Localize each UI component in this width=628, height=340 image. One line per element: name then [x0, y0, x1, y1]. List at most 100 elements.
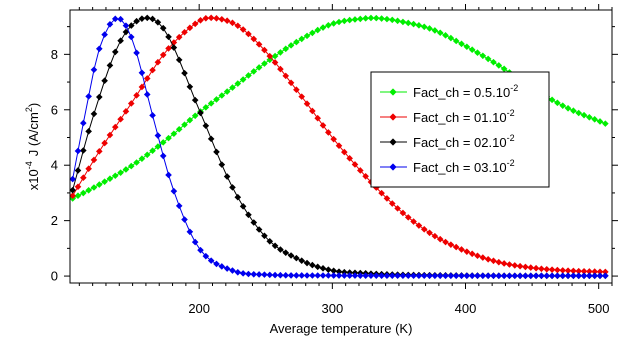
series-3-point-91 [554, 272, 561, 280]
series-1-point-68 [431, 232, 439, 240]
series-0-point-37 [266, 56, 274, 64]
series-layer [69, 14, 609, 280]
series-2-point-25 [202, 122, 210, 130]
series-0-point-20 [175, 125, 183, 133]
series-0-point-10 [122, 166, 130, 173]
series-1-point-37 [266, 52, 274, 60]
series-2-point-46 [314, 263, 321, 271]
series-0-point-49 [330, 20, 337, 27]
series-2-point-9 [117, 37, 124, 45]
series-0-point-93 [564, 104, 572, 112]
series-0-point-29 [223, 88, 231, 95]
series-3-point-77 [479, 272, 487, 280]
series-0-point-44 [303, 32, 311, 40]
series-2-point-5 [95, 93, 103, 101]
series-0-point-78 [484, 55, 492, 63]
series-2-point-27 [213, 148, 220, 156]
y-axis-title-main: J (A/cm [26, 112, 41, 156]
series-1-point-86 [527, 264, 535, 271]
series-3-point-12 [133, 49, 140, 57]
series-1-point-2 [80, 174, 87, 182]
series-2-point-7 [106, 62, 114, 69]
series-1-point-35 [255, 41, 263, 48]
series-0-point-98 [591, 116, 598, 123]
series-0-point-47 [319, 24, 327, 31]
series-0-point-74 [463, 43, 471, 51]
series-3-point-68 [431, 272, 439, 280]
series-0-point-92 [559, 102, 567, 109]
series-1-point-94 [570, 267, 577, 275]
series-3-point-86 [527, 272, 535, 280]
series-0-point-52 [346, 16, 353, 24]
legend-label-0: Fact_ch = 0.5.10-2 [413, 83, 518, 100]
series-1-point-19 [170, 39, 178, 46]
series-3-point-13 [138, 69, 146, 77]
series-3-point-8 [111, 15, 119, 23]
series-3-point-47 [319, 272, 327, 279]
series-3-point-78 [484, 272, 492, 280]
series-0-point-66 [420, 23, 428, 31]
series-3-point-39 [277, 271, 284, 279]
series-1-point-34 [250, 35, 258, 43]
series-1-point-60 [388, 200, 396, 207]
series-2-point-35 [255, 226, 263, 233]
series-2-point-17 [159, 24, 167, 32]
series-0-point-43 [298, 35, 306, 43]
series-3-point-22 [186, 228, 194, 236]
series-0-point-40 [282, 45, 290, 53]
series-0-point-4 [90, 184, 98, 191]
series-1-point-24 [197, 16, 204, 24]
series-0-point-30 [229, 84, 236, 91]
series-0-point-46 [314, 26, 321, 34]
series-3-point-58 [378, 272, 385, 279]
series-1-point-81 [500, 260, 508, 267]
series-0-point-27 [213, 96, 220, 103]
series-3-point-61 [394, 272, 401, 280]
series-3-point-76 [474, 272, 481, 280]
series-0-point-60 [388, 16, 396, 24]
series-1-point-69 [436, 235, 444, 243]
series-3-point-3 [85, 93, 92, 100]
series-3-point-55 [362, 272, 369, 279]
series-0-point-41 [287, 42, 295, 49]
series-3-point-83 [511, 272, 519, 280]
series-3-point-92 [559, 272, 567, 280]
series-3-point-62 [399, 272, 407, 280]
series-2-point-11 [127, 22, 135, 29]
series-3-point-35 [255, 271, 263, 278]
legend-marker-0 [389, 88, 397, 96]
series-0-point-9 [117, 169, 124, 176]
series-3-point-26 [207, 257, 215, 264]
series-1-point-0 [69, 192, 76, 199]
series-1-point-20 [175, 33, 183, 41]
y-tick-label-1: 2 [51, 213, 58, 228]
series-1-point-12 [133, 92, 140, 99]
series-2-point-4 [90, 110, 98, 118]
legend-label-1: Fact_ch = 01.10-2 [413, 108, 515, 125]
y-axis-title: x10-4 J (A/cm2) [24, 103, 41, 190]
series-3-point-79 [490, 272, 497, 280]
series-2-point-28 [218, 161, 226, 168]
series-1-point-72 [452, 243, 460, 251]
series-0-point-17 [159, 139, 167, 146]
series-3-point-87 [532, 272, 540, 280]
series-2-point-13 [138, 15, 146, 22]
series-1-point-70 [442, 238, 449, 246]
series-1-point-26 [207, 14, 215, 22]
series-2-point-12 [133, 17, 140, 25]
series-1-point-9 [117, 115, 124, 123]
series-1-point-21 [181, 28, 188, 36]
series-1-point-49 [330, 135, 337, 143]
series-3-point-29 [223, 265, 231, 272]
series-3-point-42 [293, 272, 300, 279]
series-3-point-25 [202, 252, 210, 260]
series-3-point-31 [234, 268, 242, 276]
x-tick-label-0: 200 [188, 301, 210, 316]
series-1-point-59 [383, 195, 391, 202]
legend-label-exp-0: -2 [510, 83, 518, 93]
series-3-point-9 [117, 15, 124, 23]
series-0-point-73 [458, 40, 465, 48]
series-1-point-30 [229, 19, 236, 27]
series-1-point-90 [548, 266, 556, 273]
